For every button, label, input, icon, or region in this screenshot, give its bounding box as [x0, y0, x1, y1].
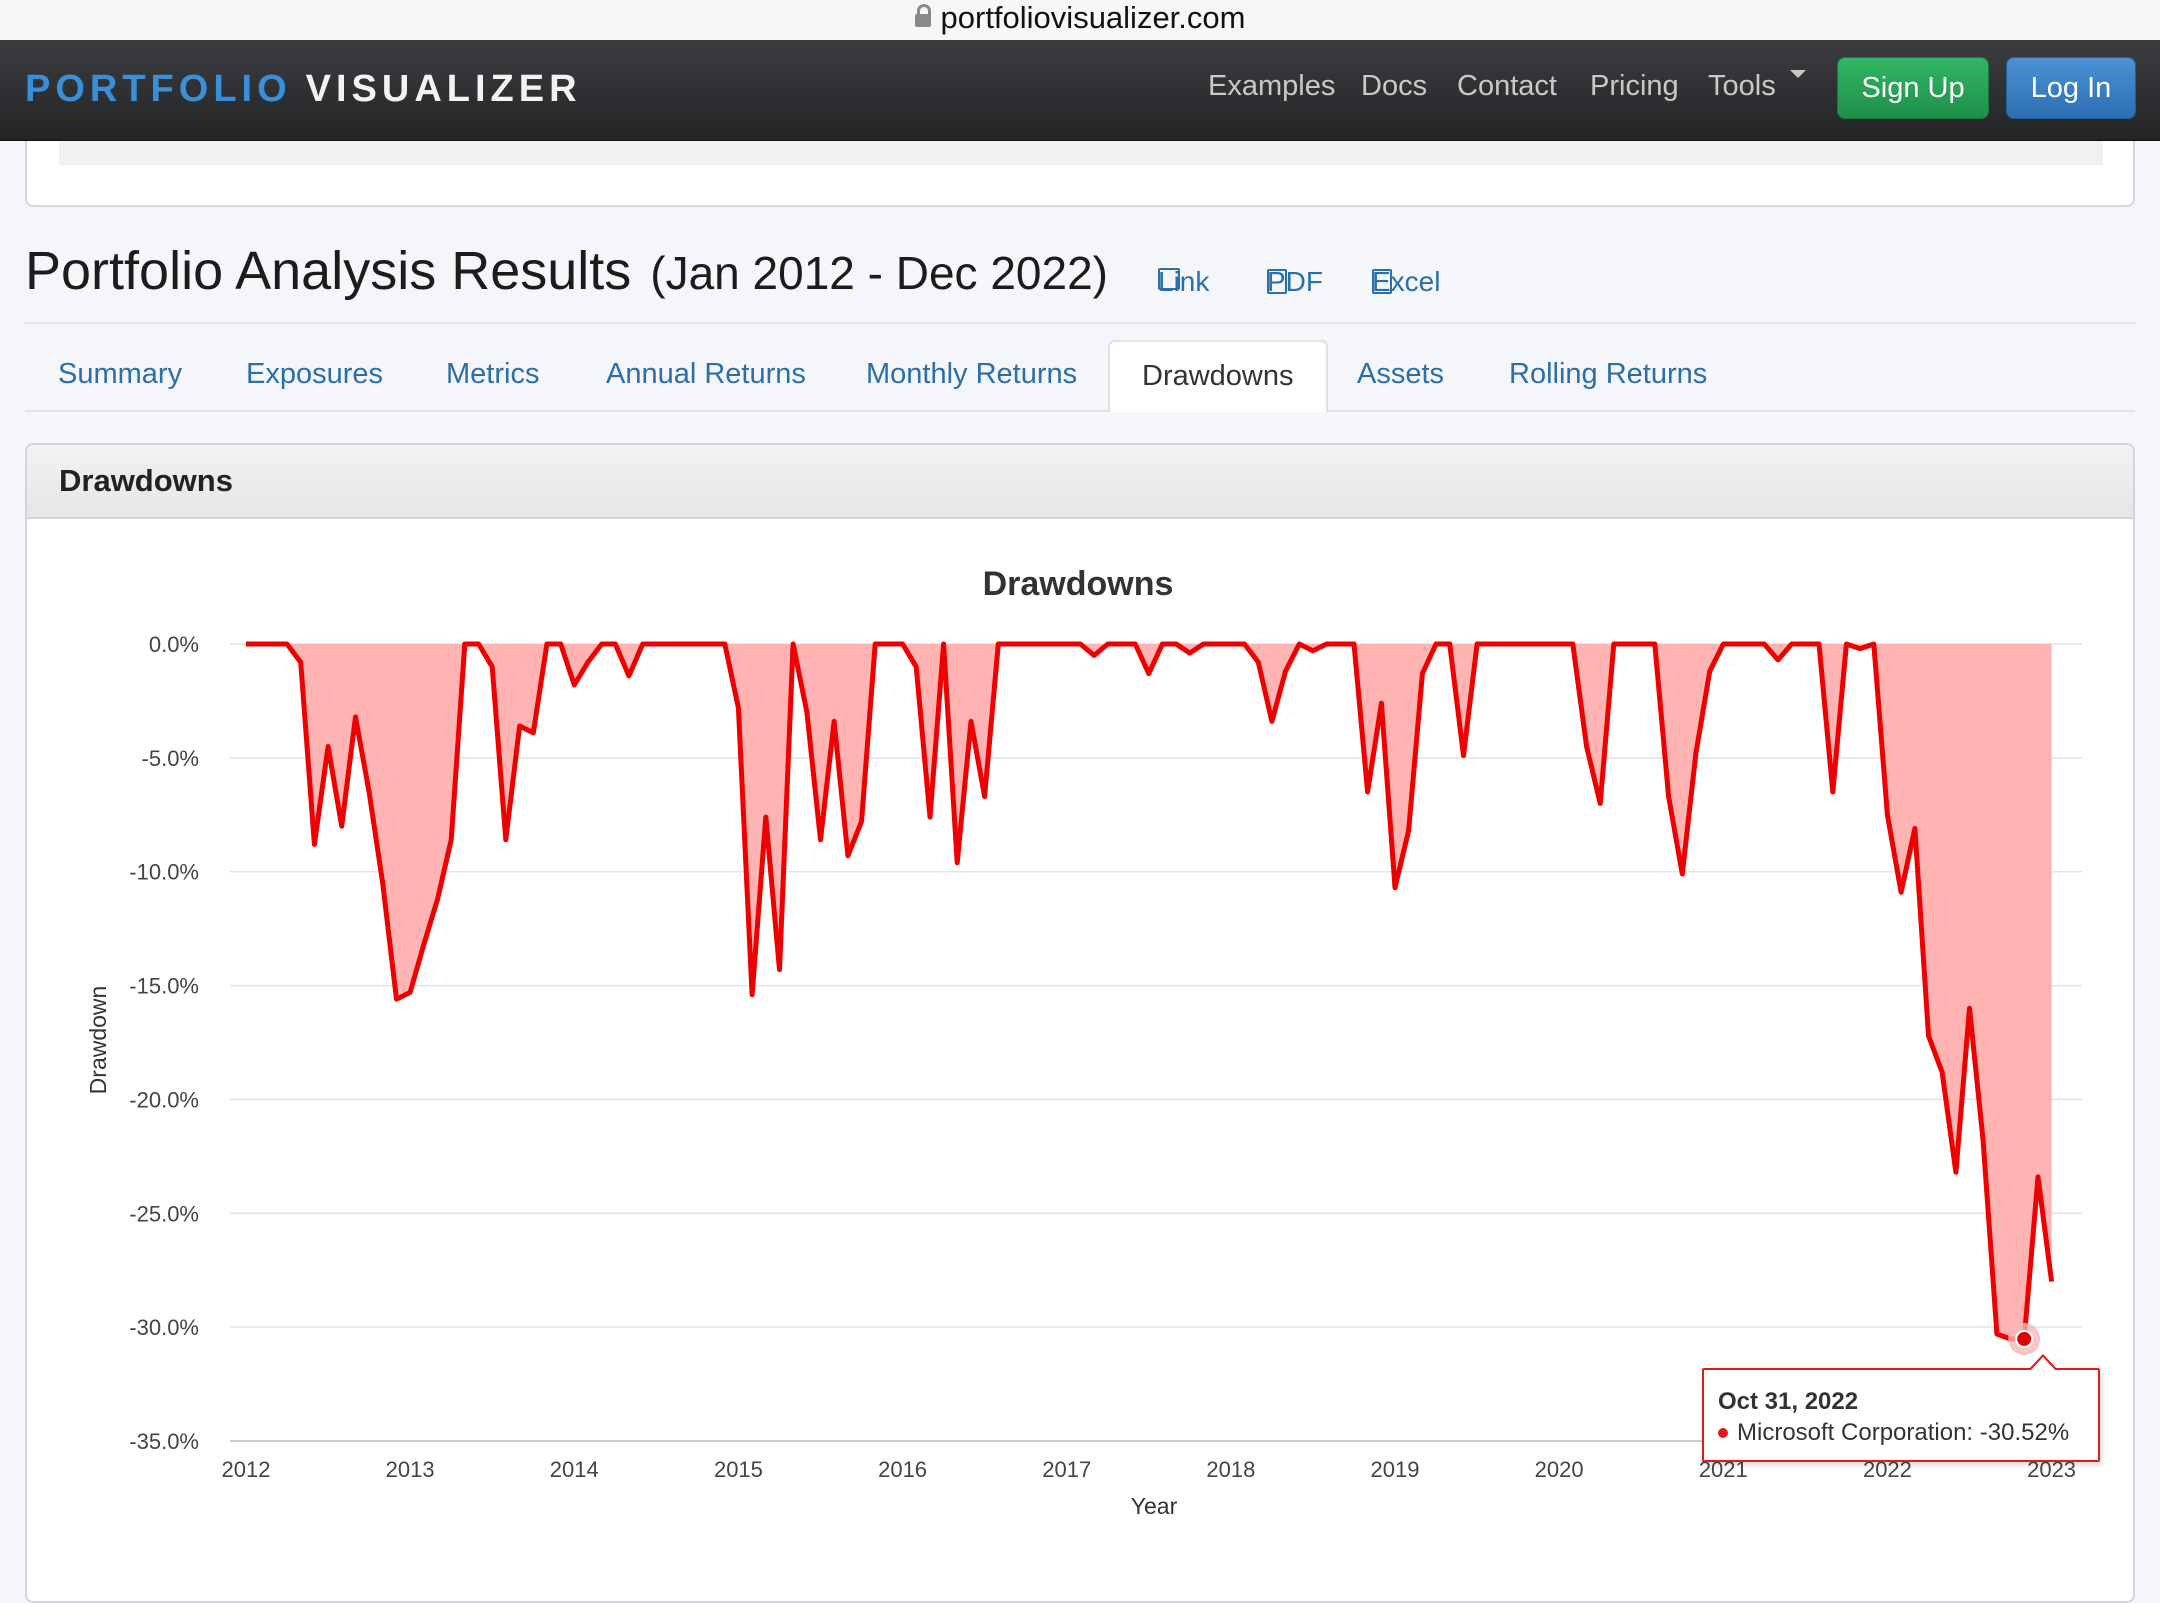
- x-tick-label: 2012: [222, 1457, 271, 1482]
- series-dot-icon: [1718, 1428, 1728, 1438]
- tooltip-series: Microsoft Corporation: [1737, 1419, 1967, 1446]
- nav-tools[interactable]: Tools: [1708, 70, 1806, 103]
- tooltip-date: Oct 31, 2022: [1718, 1388, 1859, 1415]
- chevron-down-icon: [1789, 70, 1806, 78]
- drawdown-line[interactable]: [246, 641, 2055, 1342]
- previous-panel-body: [59, 141, 2103, 165]
- lock-icon: [914, 4, 931, 27]
- nav-pricing[interactable]: Pricing: [1590, 70, 1679, 102]
- tooltip-value: -30.52%: [1979, 1419, 2070, 1446]
- y-tick-label: -30.0%: [129, 1315, 199, 1340]
- tab-exposures[interactable]: Exposures: [246, 358, 384, 390]
- title-divider: [25, 322, 2135, 324]
- page-title: Portfolio Analysis Results (Jan 2012 - D…: [25, 240, 1108, 302]
- link-label: Link: [1158, 266, 1210, 297]
- log-in-button[interactable]: Log In: [2006, 57, 2136, 119]
- pdf-file-icon: [1267, 269, 1287, 294]
- excel-label: Excel: [1372, 266, 1441, 297]
- chart-title: Drawdowns: [983, 565, 1174, 603]
- chart-tooltip: Oct 31, 2022 Microsoft Corporation: -30.…: [1702, 1354, 2100, 1462]
- y-tick-label: -10.0%: [129, 860, 199, 885]
- pdf-label: PDF: [1267, 266, 1323, 297]
- tooltip-row: Microsoft Corporation: -30.52%: [1718, 1419, 2069, 1447]
- tab-summary[interactable]: Summary: [58, 358, 183, 390]
- page-title-text: Portfolio Analysis Results: [25, 241, 632, 301]
- brand-part2: VISUALIZER: [305, 68, 582, 110]
- highlight-point[interactable]: [2015, 1329, 2034, 1348]
- tab-metrics[interactable]: Metrics: [446, 358, 540, 390]
- results-tabs: Summary Exposures Metrics Annual Returns…: [25, 340, 2135, 412]
- x-tick-label: 2016: [878, 1457, 927, 1482]
- url-bar[interactable]: portfoliovisualizer.com: [0, 0, 2160, 40]
- x-tick-label: 2013: [386, 1457, 435, 1482]
- y-tick-label: -25.0%: [129, 1201, 199, 1226]
- previous-panel: [25, 141, 2135, 207]
- y-axis-ticks: 0.0% -5.0% -10.0% -15.0% -20.0% -25.0% -30.0% -…: [129, 632, 199, 1454]
- nav-examples[interactable]: Examples: [1208, 70, 1336, 102]
- tab-monthly-returns[interactable]: Monthly Returns: [866, 358, 1078, 390]
- tab-rolling-returns[interactable]: Rolling Returns: [1509, 358, 1708, 390]
- panel-heading: Drawdowns: [27, 445, 2133, 519]
- x-axis-label: Year: [1131, 1493, 1178, 1519]
- tab-drawdowns[interactable]: Drawdowns: [1108, 340, 1328, 412]
- x-tick-label: 2020: [1535, 1457, 1584, 1482]
- external-link-icon: [1158, 268, 1180, 290]
- tab-annual-returns[interactable]: Annual Returns: [606, 358, 806, 390]
- x-tick-label: 2019: [1371, 1457, 1420, 1482]
- y-tick-label: -15.0%: [129, 974, 199, 999]
- excel-file-icon: [1372, 269, 1392, 294]
- sign-up-button[interactable]: Sign Up: [1837, 57, 1989, 119]
- brand-logo[interactable]: PORTFOLIO VISUALIZER: [25, 68, 582, 111]
- nav-contact[interactable]: Contact: [1457, 70, 1557, 102]
- navbar: PORTFOLIO VISUALIZER Examples Docs Contac…: [0, 40, 2160, 141]
- drawdown-area: [246, 644, 2052, 1339]
- y-tick-label: 0.0%: [149, 632, 199, 657]
- brand-part1: PORTFOLIO: [25, 68, 292, 110]
- url-text: portfoliovisualizer.com: [940, 0, 1246, 35]
- x-tick-label: 2014: [550, 1457, 599, 1482]
- x-tick-label: 2018: [1206, 1457, 1255, 1482]
- y-tick-label: -35.0%: [129, 1429, 199, 1454]
- x-tick-label: 2017: [1042, 1457, 1091, 1482]
- x-tick-label: 2015: [714, 1457, 763, 1482]
- tab-assets[interactable]: Assets: [1357, 358, 1445, 390]
- y-tick-label: -20.0%: [129, 1087, 199, 1112]
- nav-tools-label: Tools: [1708, 70, 1776, 102]
- drawdowns-panel: Drawdowns: [25, 443, 2135, 1603]
- y-tick-label: -5.0%: [142, 746, 199, 771]
- y-axis-label: Drawdown: [85, 986, 111, 1095]
- nav-docs[interactable]: Docs: [1361, 70, 1428, 102]
- page-date-range: (Jan 2012 - Dec 2022): [650, 247, 1108, 299]
